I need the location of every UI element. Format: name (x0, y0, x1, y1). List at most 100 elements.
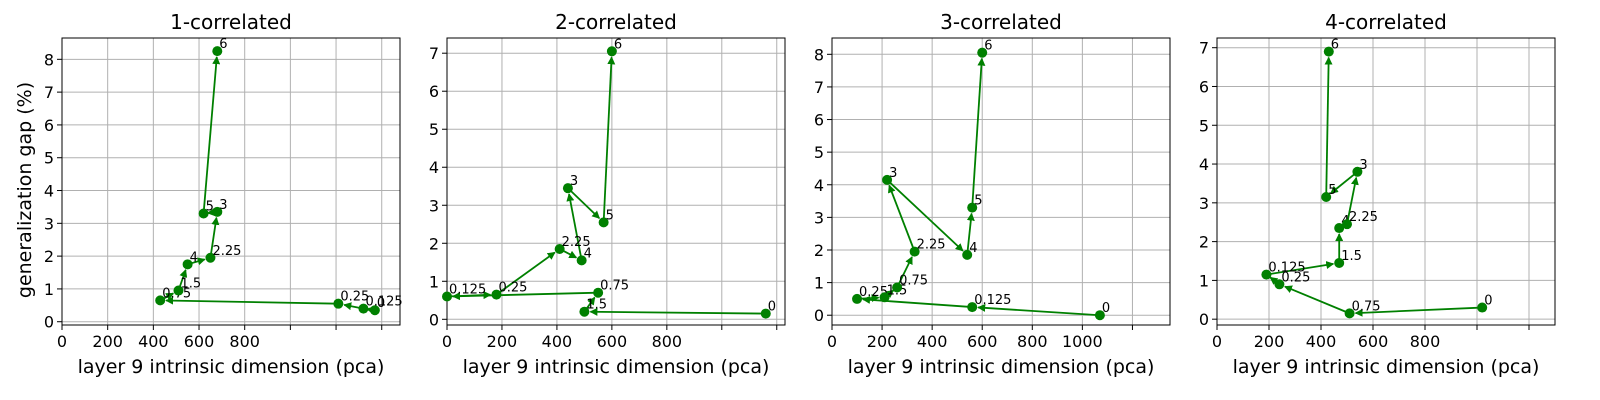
data-point (1323, 46, 1334, 57)
trajectory-arrow (602, 56, 616, 223)
y-tick-label: 4 (44, 182, 54, 201)
point-label: 3 (570, 174, 578, 189)
trajectory-arrow (886, 179, 964, 252)
y-tick-label: 1 (44, 280, 54, 299)
point-label: 0.125 (449, 282, 486, 297)
y-tick-label: 5 (44, 149, 54, 168)
plot-frame (831, 37, 1171, 326)
y-tick-label: 3 (814, 208, 824, 227)
y-tick-label: 8 (44, 50, 54, 69)
y-tick-label: 5 (429, 120, 439, 139)
x-tick-label: 600 (1358, 332, 1389, 351)
y-tick-label: 0 (814, 306, 824, 325)
trajectory-arrow (1266, 261, 1335, 276)
y-tick-label: 1 (1199, 271, 1209, 290)
point-label: 0.25 (1281, 270, 1310, 285)
y-tick-label: 4 (429, 158, 439, 177)
trajectory-arrow (966, 212, 975, 255)
data-point (598, 217, 609, 228)
panel-title: 2-correlated (555, 10, 677, 34)
data-point (1344, 308, 1355, 319)
data-point (967, 202, 978, 213)
x-tick-label: 0 (57, 332, 67, 351)
point-label: 2.25 (212, 244, 241, 259)
point-label: 4 (969, 241, 977, 256)
x-tick-label: 0 (827, 332, 837, 351)
data-point (182, 259, 193, 270)
y-tick-label: 1 (429, 272, 439, 291)
point-label: 5 (1328, 183, 1336, 198)
y-tick-label: 3 (44, 214, 54, 233)
y-tick-label: 7 (44, 83, 54, 102)
data-point (1274, 279, 1285, 290)
x-tick-label: 800 (1017, 332, 1048, 351)
x-tick-label: 1000 (1062, 332, 1103, 351)
data-point (1477, 302, 1488, 313)
data-point (212, 46, 223, 57)
data-point (606, 46, 617, 57)
point-label: 0 (768, 300, 776, 315)
y-tick-label: 3 (1199, 194, 1209, 213)
x-tick-label: 600 (184, 332, 215, 351)
point-label: 4 (190, 250, 198, 265)
y-tick-label: 6 (429, 82, 439, 101)
point-label: 6 (984, 39, 992, 54)
data-point (358, 303, 369, 314)
trajectory-arrow (977, 303, 1100, 317)
data-point (1261, 269, 1272, 280)
plot-frame (446, 37, 786, 326)
trajectory-arrow (1354, 306, 1483, 317)
x-tick-label: 400 (1306, 332, 1337, 351)
plot-frame (61, 37, 401, 326)
trajectory-arrow (446, 291, 492, 300)
data-point (333, 298, 344, 309)
data-point (1352, 166, 1363, 177)
point-label: 2.25 (562, 235, 591, 250)
data-point (155, 295, 166, 306)
x-axis-label: layer 9 intrinsic dimension (pca) (1233, 356, 1540, 378)
data-point (1342, 219, 1352, 230)
y-tick-label: 8 (814, 45, 824, 64)
point-label: 3 (1359, 158, 1367, 173)
x-tick-label: 800 (1410, 332, 1441, 351)
point-label: 0 (1102, 301, 1110, 316)
data-point (579, 306, 590, 317)
point-label: 3 (889, 166, 897, 181)
y-tick-label: 0 (1199, 310, 1209, 329)
trajectory-arrow (1330, 171, 1358, 194)
y-tick-label: 4 (1199, 155, 1209, 174)
data-point (1321, 192, 1332, 203)
x-tick-label: 600 (597, 332, 628, 351)
x-tick-label: 200 (92, 332, 123, 351)
data-point (562, 183, 573, 194)
point-label: 0.125 (365, 295, 402, 310)
x-tick-label: 600 (967, 332, 998, 351)
y-tick-label: 2 (44, 247, 54, 266)
y-tick-label: 2 (814, 241, 824, 260)
point-label: 0.25 (340, 290, 369, 305)
data-point (576, 255, 587, 266)
trajectory-arrow (495, 251, 556, 296)
data-point (1334, 223, 1345, 234)
panel-title: 4-correlated (1325, 10, 1447, 34)
panel-3: 0 200 400 600 800 1000 0 1 2 3 4 5 6 7 8 3-correlated la… (814, 10, 1171, 378)
panel-4: 0 200 400 600 800 0 1 2 3 4 5 6 7 4-correlated layer 9… (1199, 10, 1556, 378)
point-label: 0.75 (899, 273, 928, 288)
data-point (1334, 257, 1345, 268)
data-point (852, 293, 863, 304)
x-tick-label: 200 (1254, 332, 1285, 351)
trajectory-arrow (896, 256, 913, 288)
point-label: 6 (219, 37, 227, 52)
y-tick-label: 2 (429, 234, 439, 253)
point-label: 0.25 (498, 281, 527, 296)
point-label: 6 (1331, 38, 1339, 53)
panel-title: 1-correlated (170, 10, 292, 34)
point-label: 0.75 (1352, 299, 1381, 314)
panel-1: 0 200 400 600 800 0 1 2 3 4 5 6 7 8 1-correlated layer … (44, 10, 403, 378)
y-tick-label: 6 (1199, 77, 1209, 96)
data-point (892, 282, 903, 293)
x-axis-label: layer 9 intrinsic dimension (pca) (463, 356, 770, 378)
x-tick-label: 800 (652, 332, 683, 351)
data-point (442, 291, 452, 302)
